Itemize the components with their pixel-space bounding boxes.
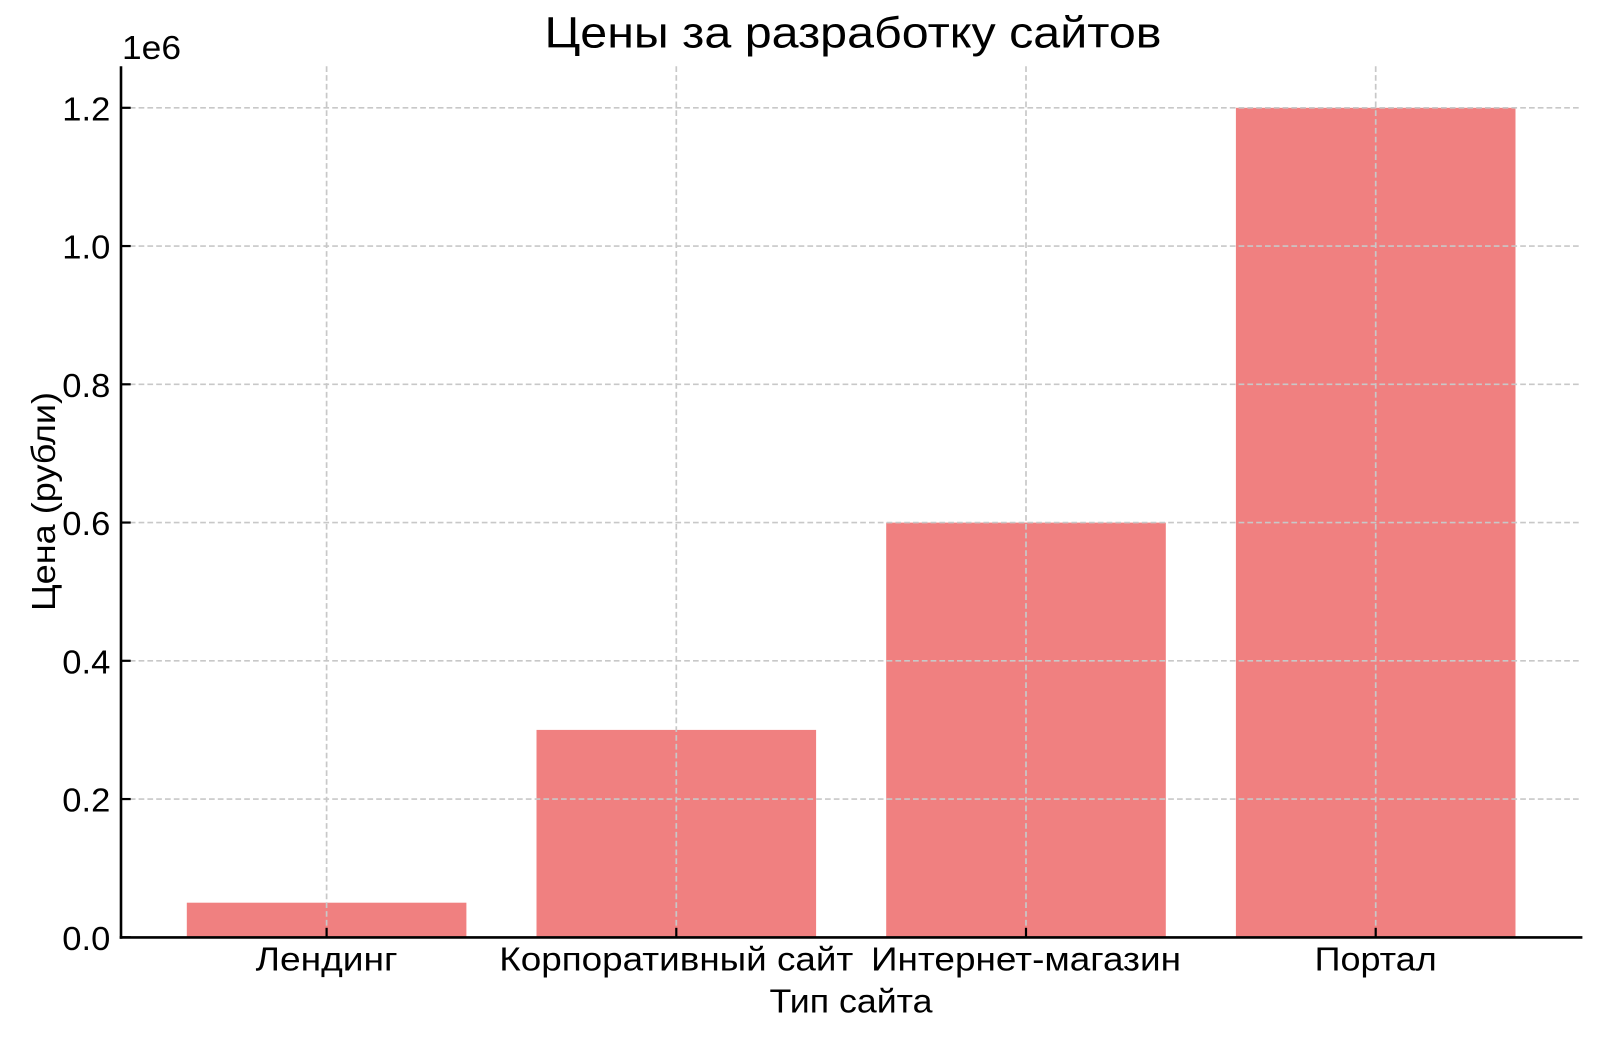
svg-text:Портал: Портал: [1315, 940, 1437, 977]
svg-text:Интернет-магазин: Интернет-магазин: [871, 940, 1181, 977]
svg-text:Лендинг: Лендинг: [256, 940, 398, 977]
svg-text:1e6: 1e6: [122, 29, 181, 66]
svg-text:Корпоративный сайт: Корпоративный сайт: [499, 940, 853, 977]
svg-text:Цены за разработку сайтов: Цены за разработку сайтов: [545, 10, 1162, 58]
svg-text:1.2: 1.2: [62, 90, 110, 127]
svg-text:0.6: 0.6: [62, 505, 110, 542]
svg-text:Тип сайта: Тип сайта: [770, 982, 934, 1019]
svg-text:1.0: 1.0: [62, 229, 110, 266]
svg-text:0.8: 0.8: [62, 367, 110, 404]
svg-text:0.2: 0.2: [62, 782, 110, 819]
svg-text:Цена (рубли): Цена (рубли): [25, 392, 62, 611]
svg-text:0.0: 0.0: [62, 920, 110, 957]
svg-text:0.4: 0.4: [62, 643, 110, 680]
